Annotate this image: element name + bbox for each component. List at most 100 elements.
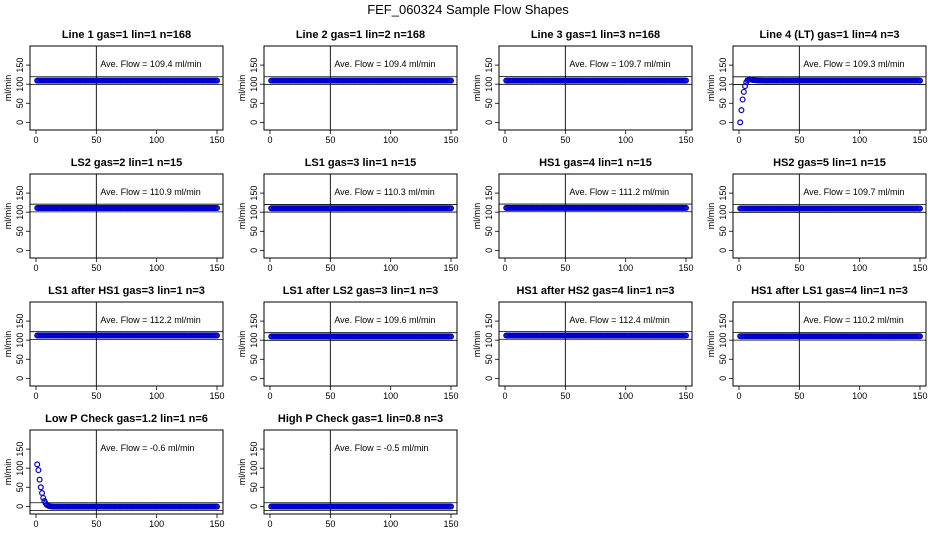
y-axis-label: ml/min [237,331,247,358]
ave-flow-annotation: Ave. Flow = 109.4 ml/min [334,59,435,69]
panel-7: HS1 gas=4 lin=1 n=15 Ave. Flow = 111.2 ml… [472,157,694,273]
data-points [268,77,455,84]
ave-flow-annotation: Ave. Flow = 111.2 ml/min [569,187,669,197]
ave-flow-annotation: Ave. Flow = 109.7 ml/min [803,187,904,197]
y-tick-label: 50 [484,226,494,236]
panel-title: Line 1 gas=1 lin=1 n=168 [62,29,191,41]
plot-frame [29,45,224,131]
y-axis-label: ml/min [3,203,13,230]
x-tick-label: 100 [149,391,164,401]
y-tick-label: 0 [718,120,728,125]
y-tick-label: 150 [484,186,494,201]
panel-8: HS2 gas=5 lin=1 n=15 Ave. Flow = 109.7 ml… [706,157,928,273]
data-point [40,494,47,501]
y-tick-label: 0 [249,120,259,125]
panel-9: LS1 after HS1 gas=3 lin=1 n=3 Ave. Flow =… [3,285,225,401]
x-tick-label: 0 [502,263,507,273]
plot-frame [263,301,458,387]
ave-flow-annotation: Ave. Flow = 109.7 ml/min [569,59,670,69]
y-tick-label: 150 [15,442,25,457]
data-points [737,333,923,340]
y-tick-label: 100 [484,333,494,348]
y-tick-label: 0 [484,376,494,381]
y-tick-label: 100 [249,333,259,348]
y-tick-label: 150 [718,186,728,201]
panel-title: HS1 after LS1 gas=4 lin=1 n=3 [751,285,908,297]
y-axis-label: ml/min [237,459,247,486]
y-tick-label: 150 [249,442,259,457]
y-tick-label: 100 [249,205,259,220]
x-tick-label: 100 [149,263,164,273]
x-tick-label: 150 [443,135,458,145]
x-tick-label: 150 [912,263,927,273]
x-tick-label: 150 [443,519,458,529]
plot-frame [498,301,693,387]
plot-frame [732,45,927,131]
panel-12: HS1 after LS1 gas=4 lin=1 n=3 Ave. Flow =… [706,285,928,401]
y-tick-label: 150 [249,186,259,201]
y-axis-label: ml/min [706,203,716,230]
x-tick-label: 100 [852,135,867,145]
data-point [214,77,221,84]
y-tick-label: 0 [15,248,25,253]
x-tick-label: 150 [678,135,693,145]
y-tick-label: 150 [15,186,25,201]
data-point [739,96,746,103]
y-tick-label: 0 [249,248,259,253]
x-tick-label: 50 [560,263,570,273]
x-tick-label: 150 [209,135,224,145]
data-point [37,484,44,491]
x-tick-label: 0 [267,135,272,145]
y-axis-label: ml/min [237,203,247,230]
x-tick-label: 100 [383,135,398,145]
x-tick-label: 100 [618,391,633,401]
plot-frame [498,173,693,259]
panel-2: Line 2 gas=1 lin=2 n=168 Ave. Flow = 109.… [237,29,459,145]
x-tick-label: 150 [912,135,927,145]
y-tick-label: 50 [249,482,259,492]
y-tick-label: 50 [249,354,259,364]
plot-frame [29,301,224,387]
y-tick-label: 50 [249,226,259,236]
x-tick-label: 50 [91,135,101,145]
x-tick-label: 100 [383,391,398,401]
data-point [742,83,749,90]
x-tick-label: 0 [33,135,38,145]
y-tick-label: 0 [15,120,25,125]
y-axis-label: ml/min [472,331,482,358]
data-points [503,332,689,339]
x-tick-label: 150 [678,391,693,401]
data-point [36,476,43,483]
data-point [737,119,744,126]
plot-frame [263,429,458,515]
y-axis-label: ml/min [706,331,716,358]
x-tick-label: 0 [502,391,507,401]
x-tick-label: 50 [560,391,570,401]
x-tick-label: 150 [209,519,224,529]
panel-10: LS1 after LS2 gas=3 lin=1 n=3 Ave. Flow =… [237,285,459,401]
panel-13: Low P Check gas=1.2 lin=1 n=6 Ave. Flow =… [3,413,225,529]
ave-flow-annotation: Ave. Flow = 109.6 ml/min [334,315,435,325]
ave-flow-annotation: Ave. Flow = 112.4 ml/min [569,315,669,325]
ave-flow-annotation: Ave. Flow = -0.6 ml/min [100,443,194,453]
data-point [682,77,689,84]
plot-frame [732,301,927,387]
panel-title: LS1 after HS1 gas=3 lin=1 n=3 [48,285,205,297]
data-point [916,333,923,340]
y-tick-label: 100 [15,461,25,476]
panel-title: LS1 after LS2 gas=3 lin=1 n=3 [283,285,439,297]
x-tick-label: 50 [794,263,804,273]
ave-flow-annotation: Ave. Flow = -0.5 ml/min [334,443,428,453]
y-tick-label: 150 [249,58,259,73]
x-tick-label: 0 [33,391,38,401]
plot-frame [498,45,693,131]
y-tick-label: 100 [249,77,259,92]
plot-frame [29,429,224,515]
y-tick-label: 150 [484,58,494,73]
y-axis-label: ml/min [3,331,13,358]
y-tick-label: 50 [249,98,259,108]
panel-title: Line 3 gas=1 lin=3 n=168 [531,29,660,41]
panel-title: HS2 gas=5 lin=1 n=15 [773,157,886,169]
y-tick-label: 100 [15,333,25,348]
